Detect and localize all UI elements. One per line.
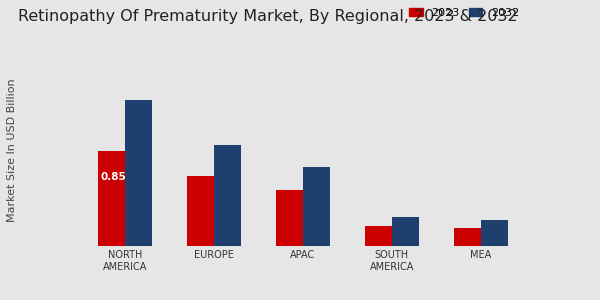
Bar: [187, 176, 214, 246]
Legend: 2023, 2032: 2023, 2032: [406, 4, 523, 21]
Bar: [454, 228, 481, 246]
Text: Market Size In USD Billion: Market Size In USD Billion: [7, 78, 17, 222]
Bar: [125, 100, 152, 246]
Bar: [98, 151, 125, 246]
Bar: [214, 145, 241, 246]
Bar: [303, 167, 329, 246]
Bar: [481, 220, 508, 246]
Text: 0.85: 0.85: [100, 172, 126, 182]
Bar: [277, 190, 303, 246]
Bar: [365, 226, 392, 246]
Bar: [392, 217, 419, 246]
Text: Retinopathy Of Prematurity Market, By Regional, 2023 & 2032: Retinopathy Of Prematurity Market, By Re…: [18, 9, 518, 24]
